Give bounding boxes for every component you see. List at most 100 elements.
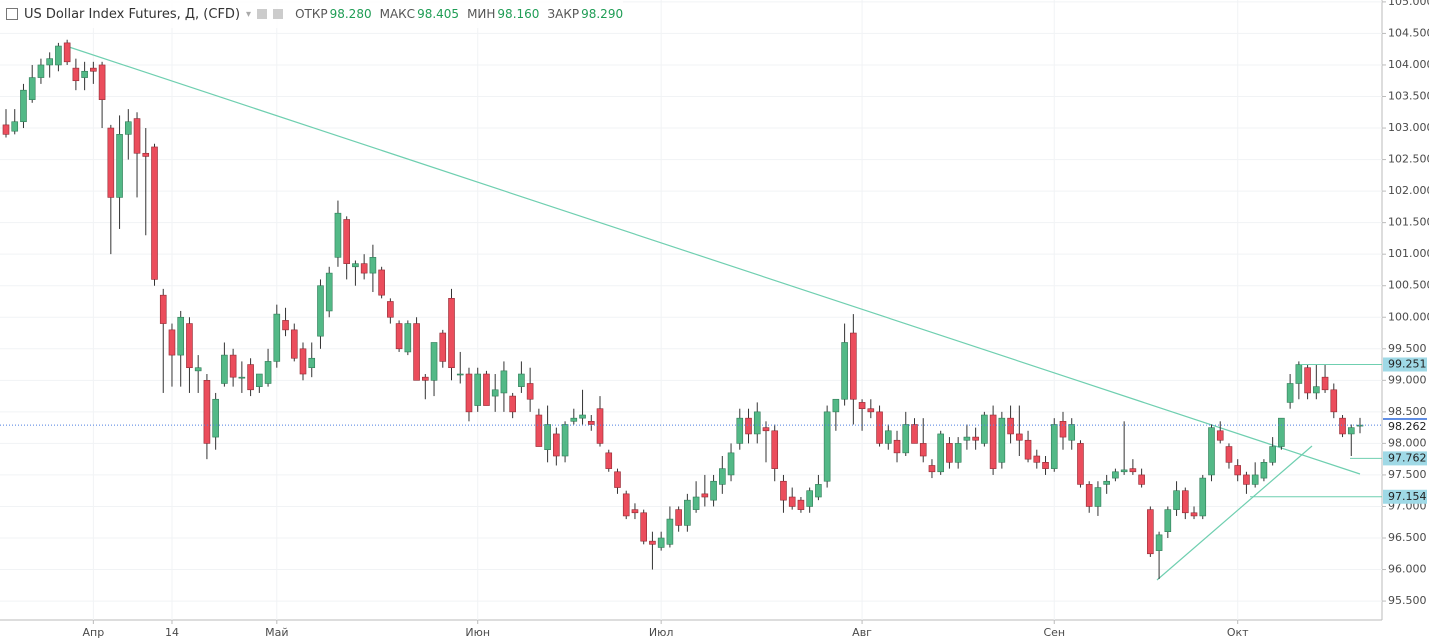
candle-body <box>229 354 237 378</box>
y-tick-label: 101.500 <box>1388 216 1429 229</box>
trend-line <box>65 45 1361 475</box>
candle-body <box>684 499 691 526</box>
candle-body <box>98 64 106 100</box>
candle-body <box>937 433 944 473</box>
candle-body <box>404 323 412 353</box>
candle-body <box>1016 433 1023 441</box>
candle-body <box>151 146 158 280</box>
candle-body <box>596 408 604 444</box>
field-value: 98.280 <box>329 7 372 21</box>
x-tick-label: Июн <box>465 626 490 639</box>
candle-body <box>308 357 316 369</box>
candle-body <box>133 118 141 154</box>
candle-body <box>387 301 394 318</box>
symbol-title[interactable]: US Dollar Index Futures, Д, (CFD) <box>24 6 241 22</box>
candle-body <box>177 316 185 356</box>
candle-body <box>867 408 875 413</box>
collapse-icon[interactable] <box>6 8 18 20</box>
candle-body <box>124 121 132 135</box>
candle-body <box>806 490 813 507</box>
y-tick-label: 102.500 <box>1388 153 1429 166</box>
candle-body <box>1147 509 1154 555</box>
candle-body <box>701 493 709 498</box>
candle-body <box>963 436 971 441</box>
candle-body <box>256 373 263 387</box>
legend-header: US Dollar Index Futures, Д, (CFD) ▾ ОТКР… <box>0 0 624 28</box>
candle-body <box>719 468 726 485</box>
candle-body <box>483 373 490 406</box>
field-name: МИН <box>467 7 496 21</box>
candle-body <box>221 354 228 384</box>
candle-body <box>998 417 1006 463</box>
candle-body <box>37 64 45 78</box>
candle-body <box>1286 383 1294 403</box>
candle-body <box>212 398 219 438</box>
candle-body <box>1234 465 1242 476</box>
candle-body <box>299 348 307 375</box>
candle-body <box>107 127 115 198</box>
field-value: 98.290 <box>581 7 624 21</box>
y-tick-label: 99.500 <box>1388 342 1427 355</box>
candle-body <box>753 411 761 435</box>
candle-body <box>553 433 560 457</box>
candle-body <box>762 427 770 432</box>
candle-body <box>142 152 150 157</box>
candle-body <box>360 263 368 274</box>
candle-body <box>1033 455 1041 463</box>
grid <box>0 0 1382 620</box>
field-value: 98.160 <box>497 7 540 21</box>
price-tag <box>1383 357 1427 372</box>
candle-body <box>378 269 385 296</box>
candle-body <box>893 439 901 454</box>
candle-body <box>273 313 281 362</box>
candle-body <box>1164 509 1172 532</box>
candle-body <box>448 298 455 369</box>
candle-body <box>1068 424 1076 441</box>
candle-body <box>1050 424 1058 469</box>
y-tick-label: 98.000 <box>1388 436 1427 449</box>
candle-body <box>1181 490 1189 514</box>
x-tick-label: Сен <box>1043 626 1065 639</box>
candle-body <box>780 480 787 501</box>
candle-body <box>946 443 953 463</box>
y-tick-label: 103.500 <box>1388 90 1429 103</box>
candle-body <box>90 67 97 72</box>
candle-body <box>1112 471 1119 479</box>
candle-body <box>526 383 534 400</box>
candle-body <box>736 417 744 444</box>
candle-body <box>317 285 324 337</box>
x-tick-label: Авг <box>852 626 872 639</box>
candle-body <box>1103 480 1110 485</box>
candle-body <box>491 389 499 397</box>
candle-body <box>1347 427 1355 435</box>
dropdown-arrow[interactable]: ▾ <box>246 8 252 20</box>
y-tick-label: 98.500 <box>1388 405 1427 418</box>
field-name: ЗАКР <box>547 7 580 21</box>
candle-body <box>395 323 403 350</box>
y-tick-label: 104.500 <box>1388 26 1429 39</box>
settings-icon[interactable] <box>273 9 284 19</box>
candle-body <box>989 414 997 469</box>
candle-body <box>902 424 910 454</box>
candle-body <box>622 493 630 517</box>
candle-body <box>430 342 438 381</box>
candle-body <box>788 496 796 507</box>
candle-body <box>745 417 752 435</box>
candle-body <box>823 411 831 482</box>
candle-body <box>710 480 717 501</box>
candle-body <box>518 373 525 387</box>
candle-body <box>579 414 586 419</box>
candle-body <box>116 134 123 198</box>
trend-line <box>1156 445 1313 581</box>
candle-body <box>850 332 857 400</box>
candle-body <box>815 484 822 498</box>
candle-body <box>422 376 429 381</box>
field-name: ОТКР <box>295 7 328 21</box>
candle-body <box>640 512 647 542</box>
y-tick-label: 101.000 <box>1388 247 1429 260</box>
candle-body <box>1216 430 1224 441</box>
candle-body <box>911 424 918 444</box>
visibility-icon[interactable] <box>257 9 268 19</box>
y-tick-label: 96.500 <box>1388 531 1427 544</box>
candle-body <box>282 320 289 331</box>
